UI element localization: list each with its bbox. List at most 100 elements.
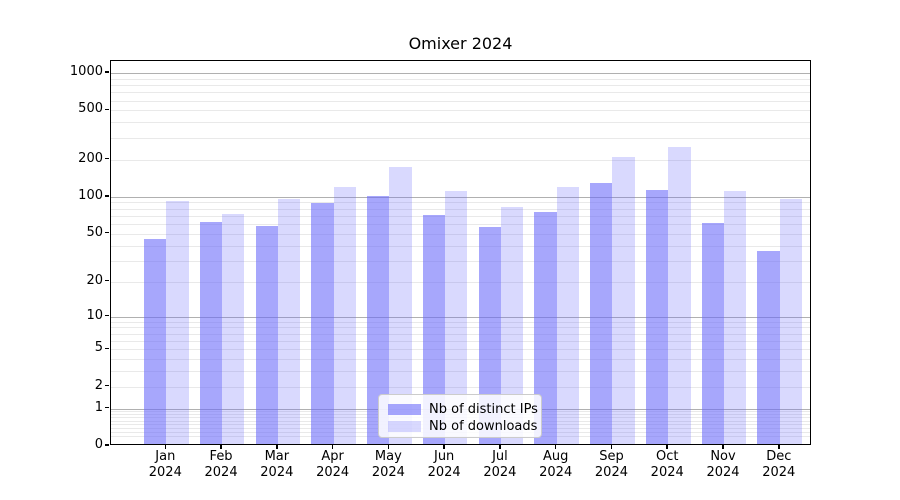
x-tick-label-feb: Feb 2024 (204, 449, 238, 480)
x-tick-mark (443, 445, 445, 449)
y-tick-label: 0 (94, 437, 103, 452)
plot-area (110, 60, 811, 445)
gridline-minor (111, 333, 810, 335)
gridline-minor (111, 92, 810, 94)
y-tick-label: 100 (78, 187, 103, 203)
bar-downloads-sep (612, 156, 635, 444)
x-tick-mark (220, 445, 222, 449)
x-tick-label-sep: Sep 2024 (594, 449, 628, 480)
gridline-major (111, 316, 810, 318)
legend-swatch-distinct-ips-icon (388, 403, 421, 415)
bar-distinct-ips-sep (590, 182, 613, 444)
x-tick-label-nov: Nov 2024 (706, 449, 740, 480)
bar-distinct-ips-dec (757, 250, 780, 444)
y-tick-label: 10 (86, 307, 103, 323)
gridline-minor (111, 233, 810, 235)
bar-distinct-ips-jan (144, 238, 167, 444)
y-tick-mark (105, 406, 109, 409)
y-tick-mark (105, 444, 109, 446)
gridline-minor (111, 78, 810, 80)
gridline-minor (111, 321, 810, 323)
gridline-major (111, 196, 810, 198)
x-tick-mark (610, 445, 613, 449)
bar-downloads-oct (668, 147, 691, 444)
bar-distinct-ips-feb (199, 222, 223, 444)
y-tick-label: 5 (94, 340, 103, 356)
y-tick-mark (105, 71, 109, 73)
gridline-major (111, 73, 810, 75)
x-tick-mark (499, 445, 501, 449)
x-tick-mark (276, 445, 278, 449)
x-tick-label-aug: Aug 2024 (539, 449, 573, 480)
gridline-minor (111, 327, 810, 329)
y-tick-mark (105, 279, 109, 282)
bar-downloads-jun (445, 191, 468, 444)
chart-title: Omixer 2024 (408, 34, 513, 53)
x-tick-label-mar: Mar 2024 (260, 449, 294, 480)
x-tick-mark (387, 445, 390, 449)
y-tick-label: 1 (94, 399, 103, 415)
legend-label-distinct-ips: Nb of distinct IPs (429, 401, 538, 417)
y-tick-label: 1000 (69, 64, 103, 80)
gridline-minor (111, 110, 810, 112)
bar-downloads-aug (556, 187, 579, 444)
y-tick-label: 20 (86, 272, 103, 288)
bar-distinct-ips-oct (645, 190, 669, 444)
y-tick-mark (105, 195, 109, 197)
y-tick-label: 500 (78, 101, 103, 117)
gridline-minor (111, 215, 810, 217)
x-tick-mark (331, 445, 334, 449)
bar-distinct-ips-apr (311, 202, 334, 444)
y-tick-mark (105, 314, 109, 317)
legend-swatch-downloads-icon (388, 420, 421, 432)
gridline-minor (111, 208, 810, 210)
gridline-minor (111, 122, 810, 124)
x-tick-mark (666, 445, 668, 449)
gridline-minor (111, 245, 810, 247)
x-tick-label-jan: Jan 2024 (148, 449, 182, 480)
bar-downloads-mar (277, 198, 301, 444)
y-tick-mark (105, 157, 109, 160)
y-tick-label: 200 (78, 150, 103, 166)
gridline-minor (111, 137, 810, 139)
bar-downloads-apr (333, 187, 356, 444)
x-tick-label-jun: Jun 2024 (427, 449, 461, 480)
bar-distinct-ips-mar (255, 225, 278, 444)
y-tick-mark (105, 384, 109, 387)
y-tick-label: 2 (94, 377, 103, 393)
bar-downloads-jul (500, 207, 524, 444)
x-tick-mark (554, 445, 557, 449)
gridline-minor (111, 340, 810, 342)
x-tick-label-apr: Apr 2024 (316, 449, 350, 480)
bar-distinct-ips-jul (478, 226, 501, 444)
x-tick-label-may: May 2024 (371, 449, 405, 480)
bar-downloads-nov (724, 190, 747, 444)
x-tick-mark (778, 445, 780, 449)
gridline-minor (111, 202, 810, 204)
x-tick-mark (164, 445, 167, 449)
legend-label-downloads: Nb of downloads (429, 418, 538, 434)
x-tick-label-dec: Dec 2024 (762, 449, 796, 480)
legend-item-downloads: Nb of downloads (388, 418, 537, 434)
y-tick-label: 50 (86, 224, 103, 240)
y-tick-mark (105, 347, 109, 350)
bar-downloads-feb (222, 213, 245, 444)
gridline-minor (111, 224, 810, 226)
y-tick-mark (105, 231, 109, 234)
bar-distinct-ips-aug (534, 212, 557, 444)
bar-downloads-dec (779, 199, 803, 444)
bar-downloads-jan (166, 201, 189, 444)
x-tick-label-jul: Jul 2024 (483, 449, 517, 480)
y-tick-mark (105, 108, 109, 111)
legend-item-distinct-ips: Nb of distinct IPs (388, 401, 538, 417)
gridline-minor (111, 359, 810, 361)
gridline-minor (111, 85, 810, 87)
gridline-minor (111, 159, 810, 161)
gridline-minor (111, 349, 810, 351)
bar-distinct-ips-may (367, 195, 390, 444)
bar-downloads-may (389, 167, 412, 444)
gridline-minor (111, 386, 810, 388)
gridline-minor (111, 371, 810, 373)
x-tick-label-oct: Oct 2024 (650, 449, 684, 480)
